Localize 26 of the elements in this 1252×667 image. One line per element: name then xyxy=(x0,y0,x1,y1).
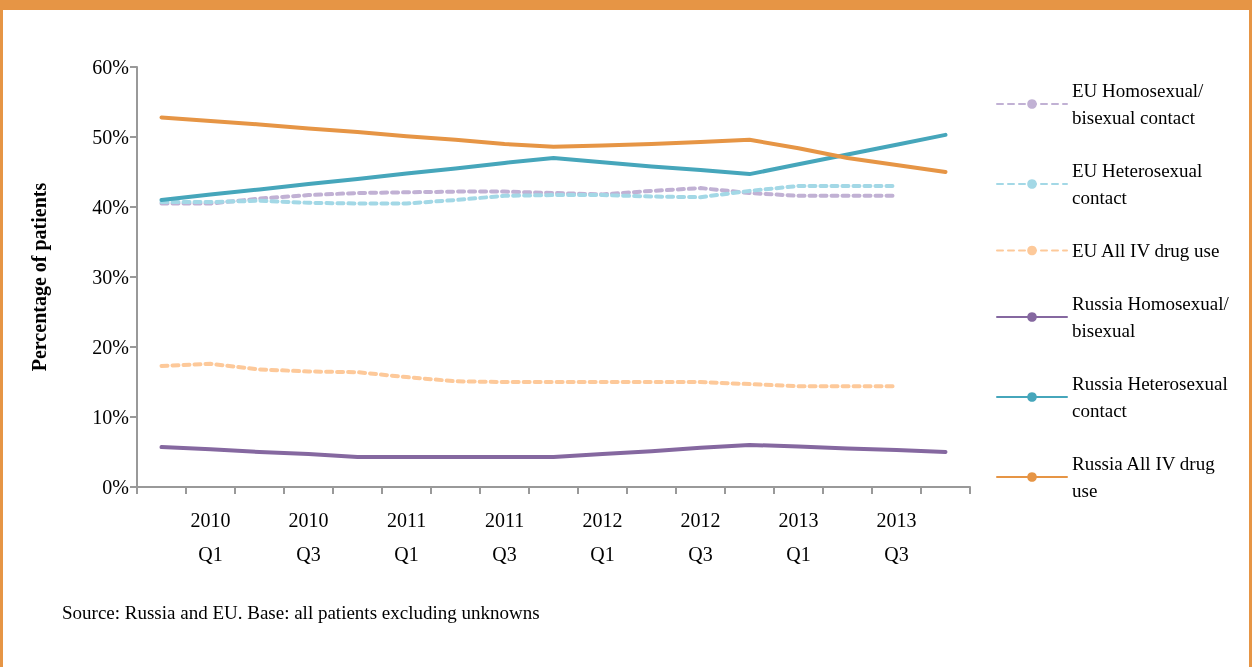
legend-label: Russia Homosexual/ bisexual xyxy=(1072,293,1234,341)
legend-label: EU Homosexual/ bisexual contact xyxy=(1072,80,1209,128)
y-tick-label: 50% xyxy=(92,126,129,148)
line-series xyxy=(159,132,948,202)
legend-label: EU Heterosexual contact xyxy=(1072,160,1208,208)
legend-label: Russia Heterosexual contact xyxy=(1072,373,1233,421)
x-tick-label: 2011 Q3 xyxy=(484,509,525,565)
x-tick-label: 2013 Q1 xyxy=(778,509,819,565)
x-tick-label: 2010 Q3 xyxy=(288,509,329,565)
line-series xyxy=(159,115,948,174)
x-tick-label: 2012 Q1 xyxy=(582,509,623,565)
legend-label: Russia All IV drug use xyxy=(1072,453,1220,501)
y-tick-label: 30% xyxy=(92,266,129,288)
legend-label: EU All IV drug use xyxy=(1072,240,1220,261)
y-tick-label: 40% xyxy=(92,196,129,218)
x-tick-label: 2012 Q3 xyxy=(680,509,721,565)
y-tick-label: 0% xyxy=(102,476,129,498)
y-axis-title: Percentage of patients xyxy=(28,182,51,372)
x-tick-label: 2010 Q1 xyxy=(190,509,231,565)
x-tick-label: 2013 Q3 xyxy=(876,509,917,565)
line-series xyxy=(159,443,948,459)
source-note: Source: Russia and EU. Base: all patients excluding unknowns xyxy=(62,602,540,623)
y-tick-label: 10% xyxy=(92,406,129,428)
y-tick-label: 60% xyxy=(92,56,129,78)
y-tick-label: 20% xyxy=(92,336,129,358)
x-tick-label: 2011 Q1 xyxy=(386,509,427,565)
